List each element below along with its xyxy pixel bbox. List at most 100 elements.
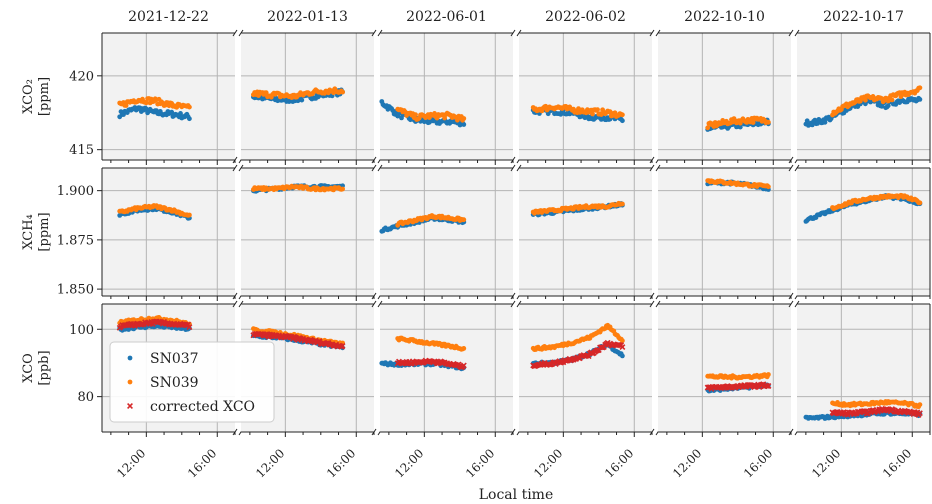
sn037-point xyxy=(879,103,885,109)
column-date-title: 2021-12-22 xyxy=(128,9,209,25)
axis-break-mark xyxy=(510,300,516,308)
sn037-point xyxy=(187,116,192,122)
column-date-title: 2022-01-13 xyxy=(267,9,348,25)
axis-break-mark xyxy=(371,29,377,37)
x-tick-label: 16:00 xyxy=(463,446,497,480)
axis-break-mark xyxy=(649,156,655,164)
sn037-point xyxy=(804,118,810,124)
x-tick-label: 16:00 xyxy=(880,446,914,480)
x-tick-label: 16:00 xyxy=(602,446,636,480)
sn039-point xyxy=(620,338,625,344)
sn039-point xyxy=(187,104,192,110)
sn039-point xyxy=(889,97,895,103)
y-tick-label: 80 xyxy=(77,390,94,405)
y-axis-label: [ppm] xyxy=(37,77,52,116)
sn039-point xyxy=(143,100,149,106)
x-tick-label: 12:00 xyxy=(392,446,426,480)
sn039-point xyxy=(461,217,467,223)
sn039-point xyxy=(917,85,923,91)
y-tick-label: 1.875 xyxy=(57,233,94,248)
y-tick-label: 415 xyxy=(69,143,94,158)
legend-marker xyxy=(127,379,133,385)
sn039-point xyxy=(620,112,625,118)
x-axis-label: Local time xyxy=(479,487,554,503)
axes-background xyxy=(102,33,235,160)
x-tick-label: 12:00 xyxy=(809,446,843,480)
axis-break-mark xyxy=(371,164,377,172)
axis-break-mark xyxy=(371,428,377,436)
y-axis-label: XCO xyxy=(21,353,36,383)
axis-break-mark xyxy=(788,156,794,164)
axis-break-mark xyxy=(649,428,655,436)
legend-label: corrected XCO xyxy=(150,399,255,415)
sn037-point xyxy=(169,109,175,115)
axis-break-mark xyxy=(371,300,377,308)
sn037-point xyxy=(737,124,743,130)
sn037-point xyxy=(299,97,305,103)
sn039-point xyxy=(340,186,345,192)
axis-break-mark xyxy=(232,300,238,308)
corrected-xco-point xyxy=(339,343,346,349)
legend-label: SN039 xyxy=(150,375,199,391)
sn039-point xyxy=(340,89,345,95)
sn039-point xyxy=(705,125,711,131)
y-tick-label: 1.900 xyxy=(57,184,94,199)
sn037-point xyxy=(885,103,891,109)
sn039-point xyxy=(750,120,756,125)
y-axis-label: XCH₄ xyxy=(21,214,36,250)
sn039-point xyxy=(576,106,581,111)
x-tick-label: 12:00 xyxy=(114,446,148,480)
axes-background xyxy=(797,168,930,296)
y-tick-label: 1.850 xyxy=(57,283,94,298)
axis-break-mark xyxy=(649,164,655,172)
corrected-xco-point xyxy=(186,324,193,331)
axis-break-mark xyxy=(510,156,516,164)
y-axis-label: [ppb] xyxy=(37,350,52,385)
sn039-point xyxy=(590,111,595,117)
axis-break-mark xyxy=(788,292,794,300)
y-tick-label: 100 xyxy=(69,323,94,338)
sn037-point xyxy=(620,118,625,124)
corrected-xco-point xyxy=(916,410,923,417)
sn039-point xyxy=(461,346,467,351)
x-tick-label: 12:00 xyxy=(253,446,287,480)
legend-marker xyxy=(127,403,133,409)
axis-break-mark xyxy=(232,428,238,436)
axis-break-mark xyxy=(371,156,377,164)
legend-box xyxy=(109,341,275,423)
sn039-point xyxy=(766,372,771,377)
sn039-point xyxy=(917,402,923,407)
sn039-point xyxy=(766,184,771,190)
axis-break-mark xyxy=(510,428,516,436)
sn039-point xyxy=(123,103,129,108)
axes-background xyxy=(102,168,235,296)
axis-break-mark xyxy=(788,29,794,37)
sn039-point xyxy=(263,90,269,96)
corrected-xco-point xyxy=(765,383,772,389)
axis-break-mark xyxy=(510,292,516,300)
axis-break-mark xyxy=(510,29,516,37)
sn039-point xyxy=(917,200,923,206)
axis-break-mark xyxy=(371,292,377,300)
axes-background xyxy=(658,304,791,432)
axes-background xyxy=(658,168,791,296)
y-tick-label: 420 xyxy=(69,69,94,84)
axis-break-mark xyxy=(788,300,794,308)
sn037-point xyxy=(917,97,923,102)
x-tick-label: 16:00 xyxy=(324,446,358,480)
legend-label: SN037 xyxy=(150,351,199,367)
axes-background xyxy=(519,33,652,160)
corrected-xco-point xyxy=(460,362,467,369)
column-date-title: 2022-06-02 xyxy=(545,9,626,25)
axis-break-mark xyxy=(232,292,238,300)
axes-background xyxy=(380,168,513,296)
sn037-point xyxy=(461,122,467,127)
column-date-title: 2022-10-10 xyxy=(684,9,765,25)
axes-background xyxy=(380,33,513,160)
sn037-point xyxy=(822,119,828,125)
sn037-point xyxy=(620,353,625,359)
axes-background xyxy=(519,304,652,432)
y-axis-label: XCO₂ xyxy=(21,79,36,114)
axis-break-mark xyxy=(232,29,238,37)
